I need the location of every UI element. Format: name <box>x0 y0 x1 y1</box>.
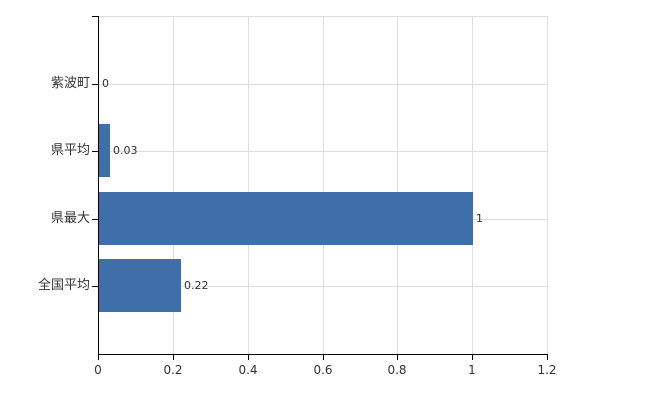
x-axis-tick <box>248 355 249 360</box>
x-axis-tick <box>547 355 548 360</box>
category-gridline <box>99 84 548 85</box>
value-label: 0 <box>102 77 109 90</box>
x-tick-label: 1 <box>468 363 476 377</box>
x-gridline <box>247 16 249 354</box>
chart-bar-1 <box>99 124 110 177</box>
value-label: 0.22 <box>184 279 209 292</box>
x-gridline <box>397 16 399 354</box>
category-label: 県平均 <box>50 143 90 158</box>
value-label: 1 <box>476 212 483 225</box>
x-axis-tick <box>98 355 99 360</box>
x-gridline <box>472 16 474 354</box>
category-label: 全国平均 <box>37 278 90 293</box>
x-gridline <box>547 16 548 354</box>
x-tick-label: 0.6 <box>313 363 333 377</box>
plot-area <box>98 16 548 355</box>
x-tick-label: 0.8 <box>387 363 407 377</box>
x-tick-label: 0 <box>94 363 102 377</box>
value-label: 0.03 <box>113 144 138 157</box>
x-axis-tick <box>323 355 324 360</box>
category-gridline <box>99 286 548 287</box>
y-axis-tick <box>92 286 98 287</box>
chart-bar-2 <box>99 192 473 245</box>
x-tick-label: 0.2 <box>163 363 183 377</box>
category-label: 県最大 <box>50 211 90 226</box>
x-axis-tick <box>397 355 398 360</box>
x-tick-label: 0.4 <box>238 363 258 377</box>
y-axis-tick <box>92 84 98 85</box>
x-tick-label: 1.2 <box>537 363 557 377</box>
x-axis-tick <box>173 355 174 360</box>
category-label: 紫波町 <box>50 76 90 91</box>
x-gridline <box>322 16 324 354</box>
y-axis-tick <box>92 219 98 220</box>
y-axis-top-tick <box>92 16 98 17</box>
chart-bar-3 <box>99 259 181 312</box>
x-gridline <box>172 16 174 354</box>
x-axis-tick <box>472 355 473 360</box>
y-axis-tick <box>92 151 98 152</box>
top-gridline <box>99 16 548 17</box>
category-gridline <box>99 151 548 152</box>
